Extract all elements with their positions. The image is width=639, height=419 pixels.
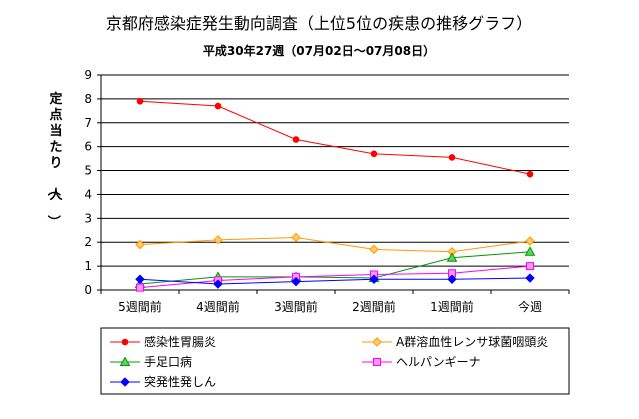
y-tick-label: 4 xyxy=(84,187,92,201)
y-tick-labels: 0 1 2 3 4 5 6 7 8 9 xyxy=(84,68,92,297)
series-line xyxy=(139,236,531,253)
y-tick-label: 5 xyxy=(84,164,92,178)
x-tick-label: 3週間前 xyxy=(274,299,318,314)
data-point xyxy=(525,273,535,283)
y-tick-label: 2 xyxy=(84,235,92,249)
y-tick-label: 8 xyxy=(84,92,92,106)
legend-item: 突発性発しん xyxy=(110,374,216,389)
y-tick-label: 3 xyxy=(84,211,92,225)
legend-item: 手足口病 xyxy=(110,354,192,369)
legend-item: ヘルパンギーナ xyxy=(362,355,481,369)
data-point xyxy=(213,235,223,245)
legend-swatch-marker xyxy=(373,358,381,366)
data-point xyxy=(292,136,300,143)
x-tick-label: 1週間前 xyxy=(430,299,474,314)
series-0 xyxy=(136,97,534,178)
chart-title: 京都府感染症発生動向調査（上位5位の疾患の推移グラフ） xyxy=(106,14,532,33)
x-tick-label: 4週間前 xyxy=(196,299,240,314)
data-point xyxy=(526,262,534,271)
y-tick-label: 0 xyxy=(84,283,92,297)
y-tick-label: 9 xyxy=(84,68,92,82)
data-point xyxy=(448,154,456,161)
legend-label: 手足口病 xyxy=(144,354,192,369)
data-point xyxy=(135,274,145,284)
legend-box xyxy=(100,327,570,395)
data-point xyxy=(525,236,535,246)
data-point xyxy=(136,283,144,292)
legend-label: 突発性発しん xyxy=(144,374,216,389)
legend-item: A群溶血性レンサ球菌咽頭炎 xyxy=(362,334,548,349)
data-point xyxy=(214,102,222,110)
y-tick-label: 6 xyxy=(84,140,92,154)
data-point xyxy=(136,97,144,105)
data-point xyxy=(291,232,301,243)
data-point xyxy=(524,246,536,256)
legend-swatch-marker xyxy=(119,356,131,366)
axes xyxy=(97,74,570,294)
series xyxy=(134,97,536,292)
data-point xyxy=(213,279,223,289)
series-2 xyxy=(134,246,536,289)
data-point xyxy=(370,150,378,158)
data-point xyxy=(447,274,457,284)
series-line xyxy=(139,251,531,285)
y-tick-label: 7 xyxy=(84,116,92,130)
y-axis-label: 定点当たり（人） xyxy=(45,91,63,228)
chart-subtitle: 平成30年27週（07月02日〜07月08日） xyxy=(203,43,435,58)
data-point xyxy=(135,239,145,250)
legend-label: ヘルパンギーナ xyxy=(396,355,481,369)
legend-label: A群溶血性レンサ球菌咽頭炎 xyxy=(396,334,548,349)
x-tick-label: 今週 xyxy=(518,299,542,314)
data-point xyxy=(291,276,301,287)
data-point xyxy=(369,274,379,284)
legend-swatch-marker xyxy=(372,337,382,347)
legend-item: 感染性胃腸炎 xyxy=(110,334,216,349)
series-4 xyxy=(135,273,535,289)
legend-swatch-marker xyxy=(121,338,129,346)
x-tick-label: 5週間前 xyxy=(118,299,162,314)
y-tick-label: 1 xyxy=(84,259,92,273)
series-line xyxy=(139,100,531,175)
series-1 xyxy=(135,232,535,257)
data-point xyxy=(526,170,534,178)
x-tick-label: 2週間前 xyxy=(352,299,396,314)
y-axis-label: 定点当たり（人） xyxy=(45,91,63,228)
data-point xyxy=(369,244,379,255)
legend-swatch-marker xyxy=(120,377,130,387)
series-3 xyxy=(136,262,534,292)
series-line xyxy=(139,265,531,289)
data-point xyxy=(446,252,458,262)
x-tick-labels: 5週間前 4週間前 3週間前 2週間前 1週間前 今週 xyxy=(118,299,542,314)
legend-label: 感染性胃腸炎 xyxy=(144,334,216,349)
series-line xyxy=(139,277,531,285)
